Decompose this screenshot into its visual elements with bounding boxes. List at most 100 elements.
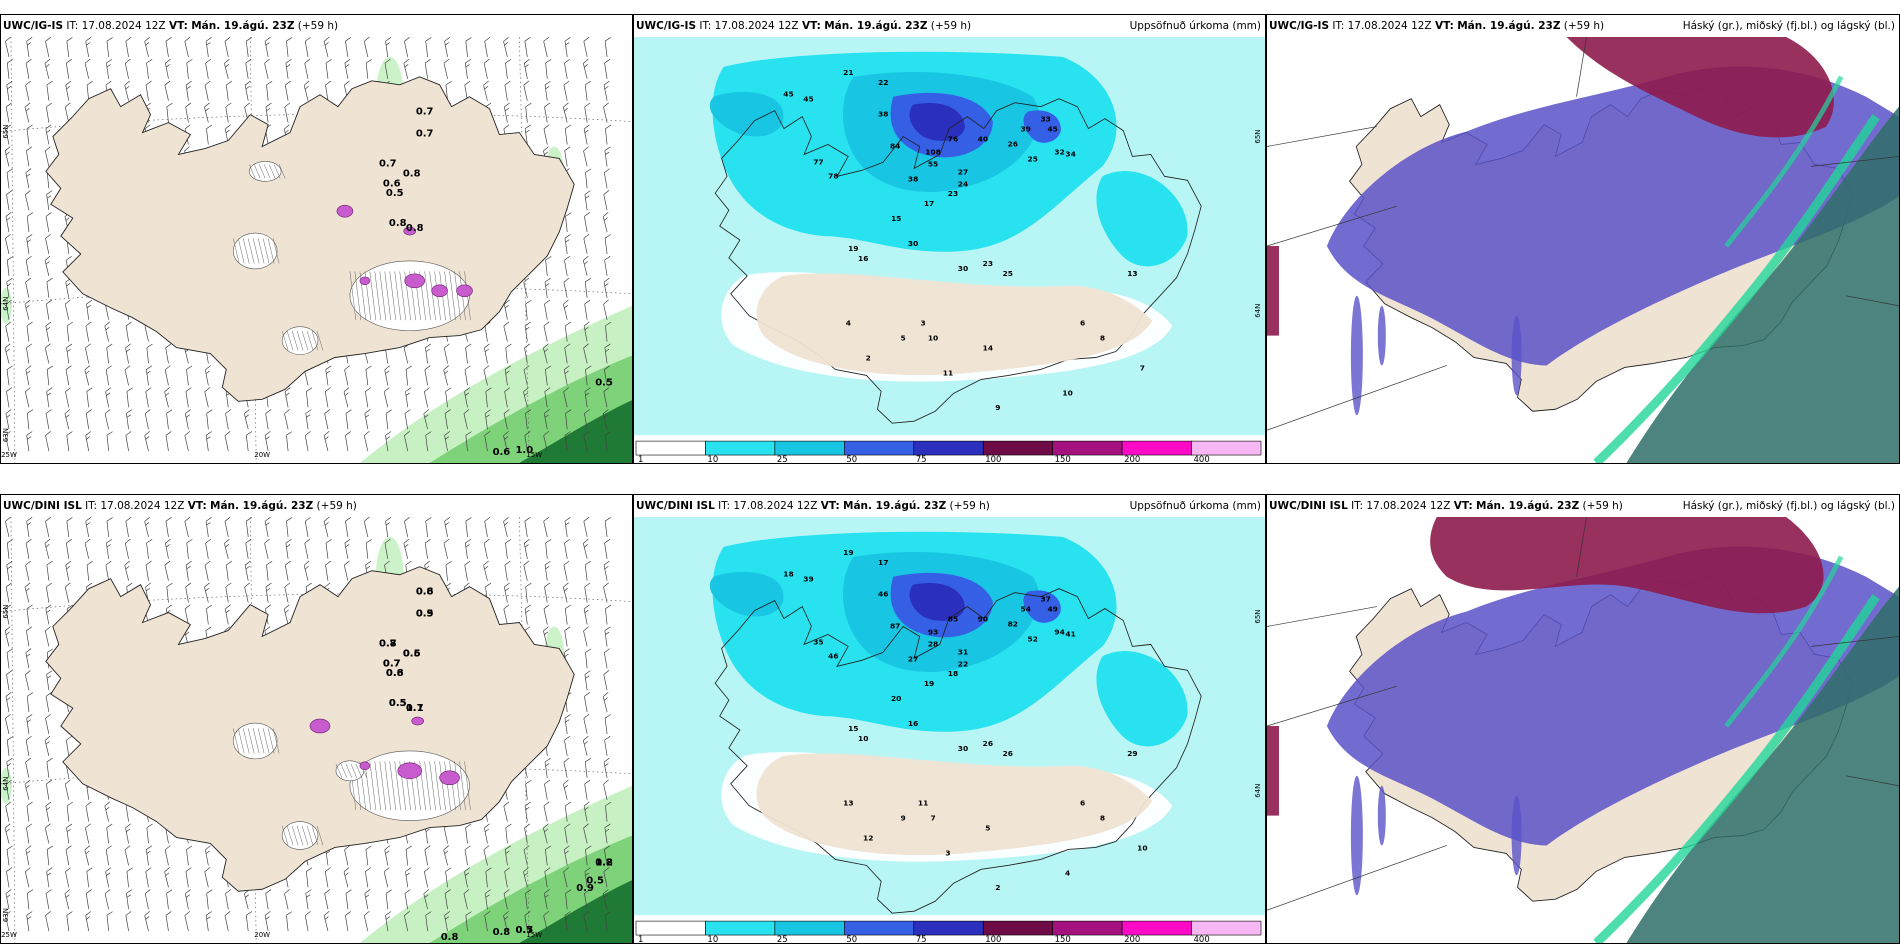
gust-patches <box>309 716 460 786</box>
wind-barb <box>125 321 132 342</box>
barb-flag <box>7 539 14 544</box>
barb-shaft <box>284 564 289 581</box>
wind-barb <box>605 124 612 145</box>
barb-flag <box>545 283 550 287</box>
barb-shaft <box>144 915 149 932</box>
wind-barb <box>364 867 371 888</box>
barb-flag <box>205 365 211 371</box>
barb-shaft <box>185 871 189 888</box>
colorbar-tick-label: 100 <box>985 934 1001 943</box>
wind-barb <box>604 735 611 756</box>
barb-shaft <box>583 521 588 537</box>
barb-shaft <box>204 107 209 123</box>
cloud-map[interactable] <box>1267 37 1899 463</box>
wind-map[interactable]: 0.7 0.7 0.7 0.8 0.6 0.5 0.8 0.8 0.5 1.0 0.6 65N 64N… <box>1 37 632 463</box>
barb-shaft <box>185 413 189 430</box>
wind-barb <box>24 102 31 123</box>
barb-shaft <box>126 391 129 408</box>
barb-shaft <box>264 521 269 537</box>
barb-flag <box>26 801 33 807</box>
wind-map[interactable]: 0.8 0.9 0.7 0.6 0.7 0.6 0.5 0.7 1.2 0.7 0.8 0.5 0.9 0… <box>1 517 632 943</box>
barb-flag <box>603 190 610 195</box>
wind-barb <box>303 80 310 101</box>
wind-barb <box>166 409 173 430</box>
wind-barb <box>465 823 472 844</box>
glacier-hatching <box>232 161 471 355</box>
barb-flag <box>583 321 590 327</box>
precip-value-label: 25 <box>1028 154 1038 163</box>
barb-flag <box>286 64 291 68</box>
wind-barb <box>144 409 151 430</box>
barb-flag <box>565 212 572 217</box>
hatch-line <box>340 763 348 778</box>
panel-header: UWC/IG-IS IT: 17.08.2024 12Z VT: Mán. 19… <box>634 15 1265 37</box>
precip-map[interactable]: 19 17 18 39 46 87 93 85 90 54 49 37 52 94 82 41 35 46 27 28… <box>634 517 1265 943</box>
barb-shaft <box>245 521 249 537</box>
barb-flag <box>85 370 90 375</box>
barb-flag <box>445 80 452 86</box>
barb-flag <box>26 234 33 239</box>
barb-flag <box>583 604 590 610</box>
barb-flag <box>585 560 591 566</box>
barb-shaft <box>423 413 428 430</box>
latitude-label: 64N <box>2 777 10 791</box>
barb-flag <box>484 823 490 829</box>
barb-flag <box>225 604 231 610</box>
barb-flag <box>365 867 371 872</box>
barb-flag <box>246 37 253 42</box>
barb-flag <box>585 845 592 850</box>
barb-shaft <box>284 413 289 430</box>
barb-shaft <box>225 413 229 430</box>
barb-flag <box>604 58 611 64</box>
wind-barb <box>286 37 293 57</box>
barb-shaft <box>46 281 50 298</box>
wind-barb <box>544 299 551 320</box>
wind-barb <box>524 911 531 932</box>
barb-flag <box>585 872 590 876</box>
barb-flag <box>504 102 510 108</box>
barb-flag <box>244 80 251 86</box>
precip-map[interactable]: 21 22 45 45 38 84 108 76 40 39 45 33 25 32 26 34 77 78 38 5… <box>634 37 1265 463</box>
wind-barb <box>483 560 489 581</box>
barb-flag <box>46 129 51 134</box>
barb-shaft <box>185 106 189 123</box>
barb-flag <box>205 517 212 522</box>
wind-barb <box>225 102 232 123</box>
barb-shaft <box>584 281 588 298</box>
barb-flag <box>323 37 330 42</box>
barb-shaft <box>106 62 110 79</box>
barb-flag <box>46 299 52 305</box>
colorbar-tick-label: 50 <box>846 454 857 463</box>
dry-land-south <box>756 273 1153 376</box>
longitude-label: 15W <box>526 931 542 939</box>
barb-shaft <box>604 41 608 57</box>
barb-shaft <box>46 369 50 386</box>
wind-barb <box>584 582 591 603</box>
valid-time-label: VT: <box>1453 500 1473 512</box>
cloud-map[interactable] <box>1267 517 1899 943</box>
wind-barb <box>343 867 350 888</box>
wind-barb <box>284 409 290 430</box>
barb-flag <box>5 409 12 414</box>
barb-shaft <box>503 435 508 452</box>
barb-shaft <box>443 827 448 844</box>
wind-barb <box>85 801 92 822</box>
barb-shaft <box>425 521 428 537</box>
colorbar-swatch-3 <box>844 440 915 456</box>
wind-barb <box>64 582 71 603</box>
barb-shaft <box>224 521 229 537</box>
wind-barb <box>545 59 552 79</box>
hatch-line <box>449 271 456 321</box>
barb-flag <box>25 538 32 544</box>
barb-shaft <box>525 586 528 603</box>
high-cloud-west <box>1267 726 1279 816</box>
barb-shaft <box>564 915 568 932</box>
gust-values: 0.80.90.70.60.70.60.5 0.71.20.70.80.50.90… <box>379 587 613 943</box>
barb-flag <box>184 37 191 42</box>
wind-barb <box>325 539 332 559</box>
barb-shaft <box>344 543 349 559</box>
barb-flag <box>365 59 372 64</box>
wind-barb <box>503 517 509 537</box>
barb-shaft <box>604 827 608 844</box>
barb-shaft <box>304 63 309 79</box>
